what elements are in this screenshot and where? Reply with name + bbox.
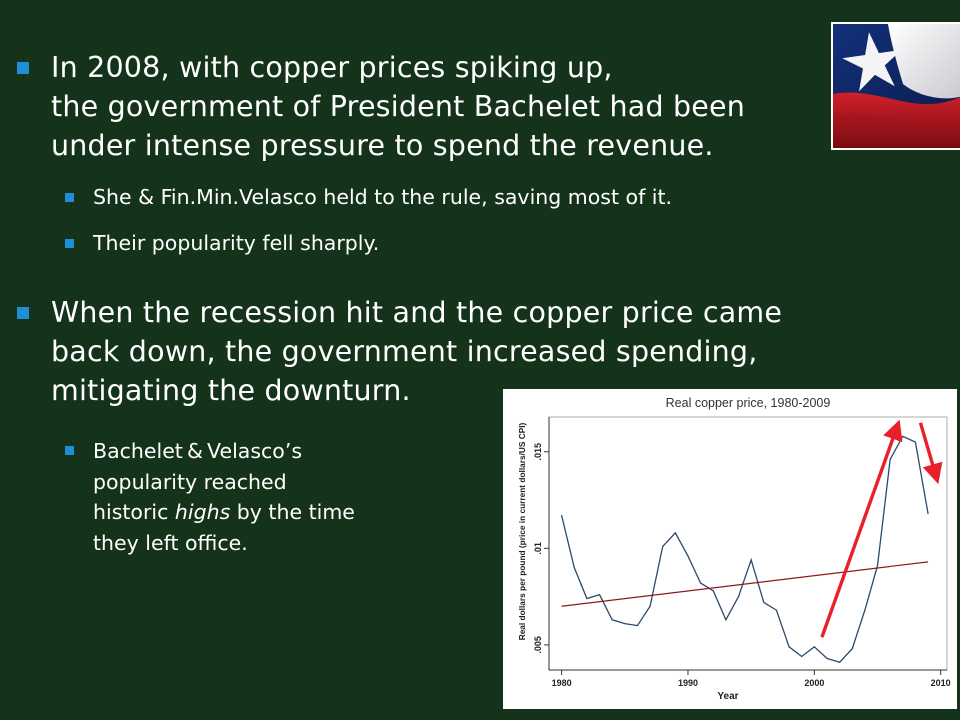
price-point (826, 657, 828, 660)
y-axis-label: Real dollars per pound (price in current… (517, 422, 527, 640)
x-tick-label: 1980 (552, 678, 572, 688)
rising-price-arrow (820, 419, 903, 638)
falling-price-arrow (918, 422, 943, 485)
subbullet-saving: She & Fin.Min.Velasco held to the rule, … (65, 183, 845, 212)
bullet-line: back down, the government increased spen… (51, 335, 758, 368)
subbullet-popularity-fell: Their popularity fell sharply. (65, 229, 845, 258)
subbullet-line: popularity reached (93, 469, 287, 494)
price-point (788, 646, 790, 648)
price-point (927, 512, 929, 515)
price-point (775, 609, 778, 611)
price-point (889, 458, 891, 461)
price-point (561, 514, 563, 517)
price-point (662, 545, 664, 547)
bullet-line: In 2008, with copper prices spiking up, (51, 51, 613, 84)
copper-price-chart: Real copper price, 1980-2009 1980 1990 2000… (503, 389, 957, 709)
subbullet-text: Bachelet & Velasco’s popularity reached … (93, 436, 355, 558)
bullet-marker (17, 62, 29, 74)
price-point (737, 596, 740, 598)
subbullet-line: historic highs by the time (93, 497, 355, 528)
price-point (611, 619, 613, 621)
bullet-marker (65, 446, 74, 455)
price-point (876, 565, 879, 567)
price-point (851, 648, 853, 650)
price-point (674, 532, 676, 534)
x-tick-label: 2010 (931, 678, 951, 688)
subbullet-text: Their popularity fell sharply. (93, 231, 380, 255)
bullet-line: When the recession hit and the copper pr… (51, 296, 783, 329)
price-point (902, 435, 904, 437)
y-tick-label: .015 (533, 443, 543, 461)
price-point (700, 582, 702, 584)
chart-svg: Real copper price, 1980-2009 1980 1990 2000… (517, 396, 951, 702)
bullet-line: under intense pressure to spend the reve… (51, 129, 714, 162)
bullet-text: In 2008, with copper prices spiking up, … (51, 48, 745, 165)
chile-flag-image (831, 22, 960, 150)
price-point (914, 441, 917, 443)
bullet-marker (65, 193, 74, 202)
bullet-recession: When the recession hit and the copper pr… (17, 293, 917, 410)
price-point (725, 619, 727, 621)
emphasis-highs: highs (174, 500, 231, 524)
price-point (598, 594, 601, 596)
trend-line (561, 561, 929, 607)
bullet-line: the government of President Bachelet had… (51, 90, 746, 123)
copper-price-line (561, 435, 929, 664)
chile-flag-icon (833, 24, 960, 148)
bullet-copper-2008: In 2008, with copper prices spiking up, … (17, 48, 837, 165)
y-tick-label: .01 (533, 542, 543, 555)
y-tick-label: .005 (533, 636, 543, 654)
price-point (636, 624, 639, 627)
subbullet-line: Bachelet & Velasco’s (93, 439, 303, 463)
price-point (801, 655, 803, 658)
chart-title: Real copper price, 1980-2009 (666, 396, 831, 410)
x-axis-label: Year (717, 691, 738, 702)
subbullet-text: She & Fin.Min.Velasco held to the rule, … (93, 185, 673, 209)
price-point (750, 559, 752, 561)
subbullet-line: they left office. (93, 530, 248, 555)
bullet-text: When the recession hit and the copper pr… (51, 293, 782, 410)
price-point (839, 661, 841, 663)
price-point (624, 623, 626, 625)
price-point (712, 590, 714, 592)
price-point (586, 597, 588, 600)
price-point (864, 609, 866, 611)
text-span: by the time (230, 500, 355, 524)
bullet-line: mitigating the downturn. (51, 374, 411, 407)
price-point (813, 646, 815, 648)
price-point (649, 605, 651, 607)
price-point (573, 567, 575, 569)
bullet-marker (17, 307, 29, 319)
bullet-marker (65, 239, 74, 248)
price-point (687, 555, 689, 557)
x-tick-label: 1990 (678, 678, 698, 688)
price-point (763, 601, 765, 604)
x-tick-label: 2000 (804, 678, 824, 688)
subbullet-popularity-highs: Bachelet & Velasco’s popularity reached … (65, 436, 415, 558)
text-span: historic (93, 500, 175, 524)
